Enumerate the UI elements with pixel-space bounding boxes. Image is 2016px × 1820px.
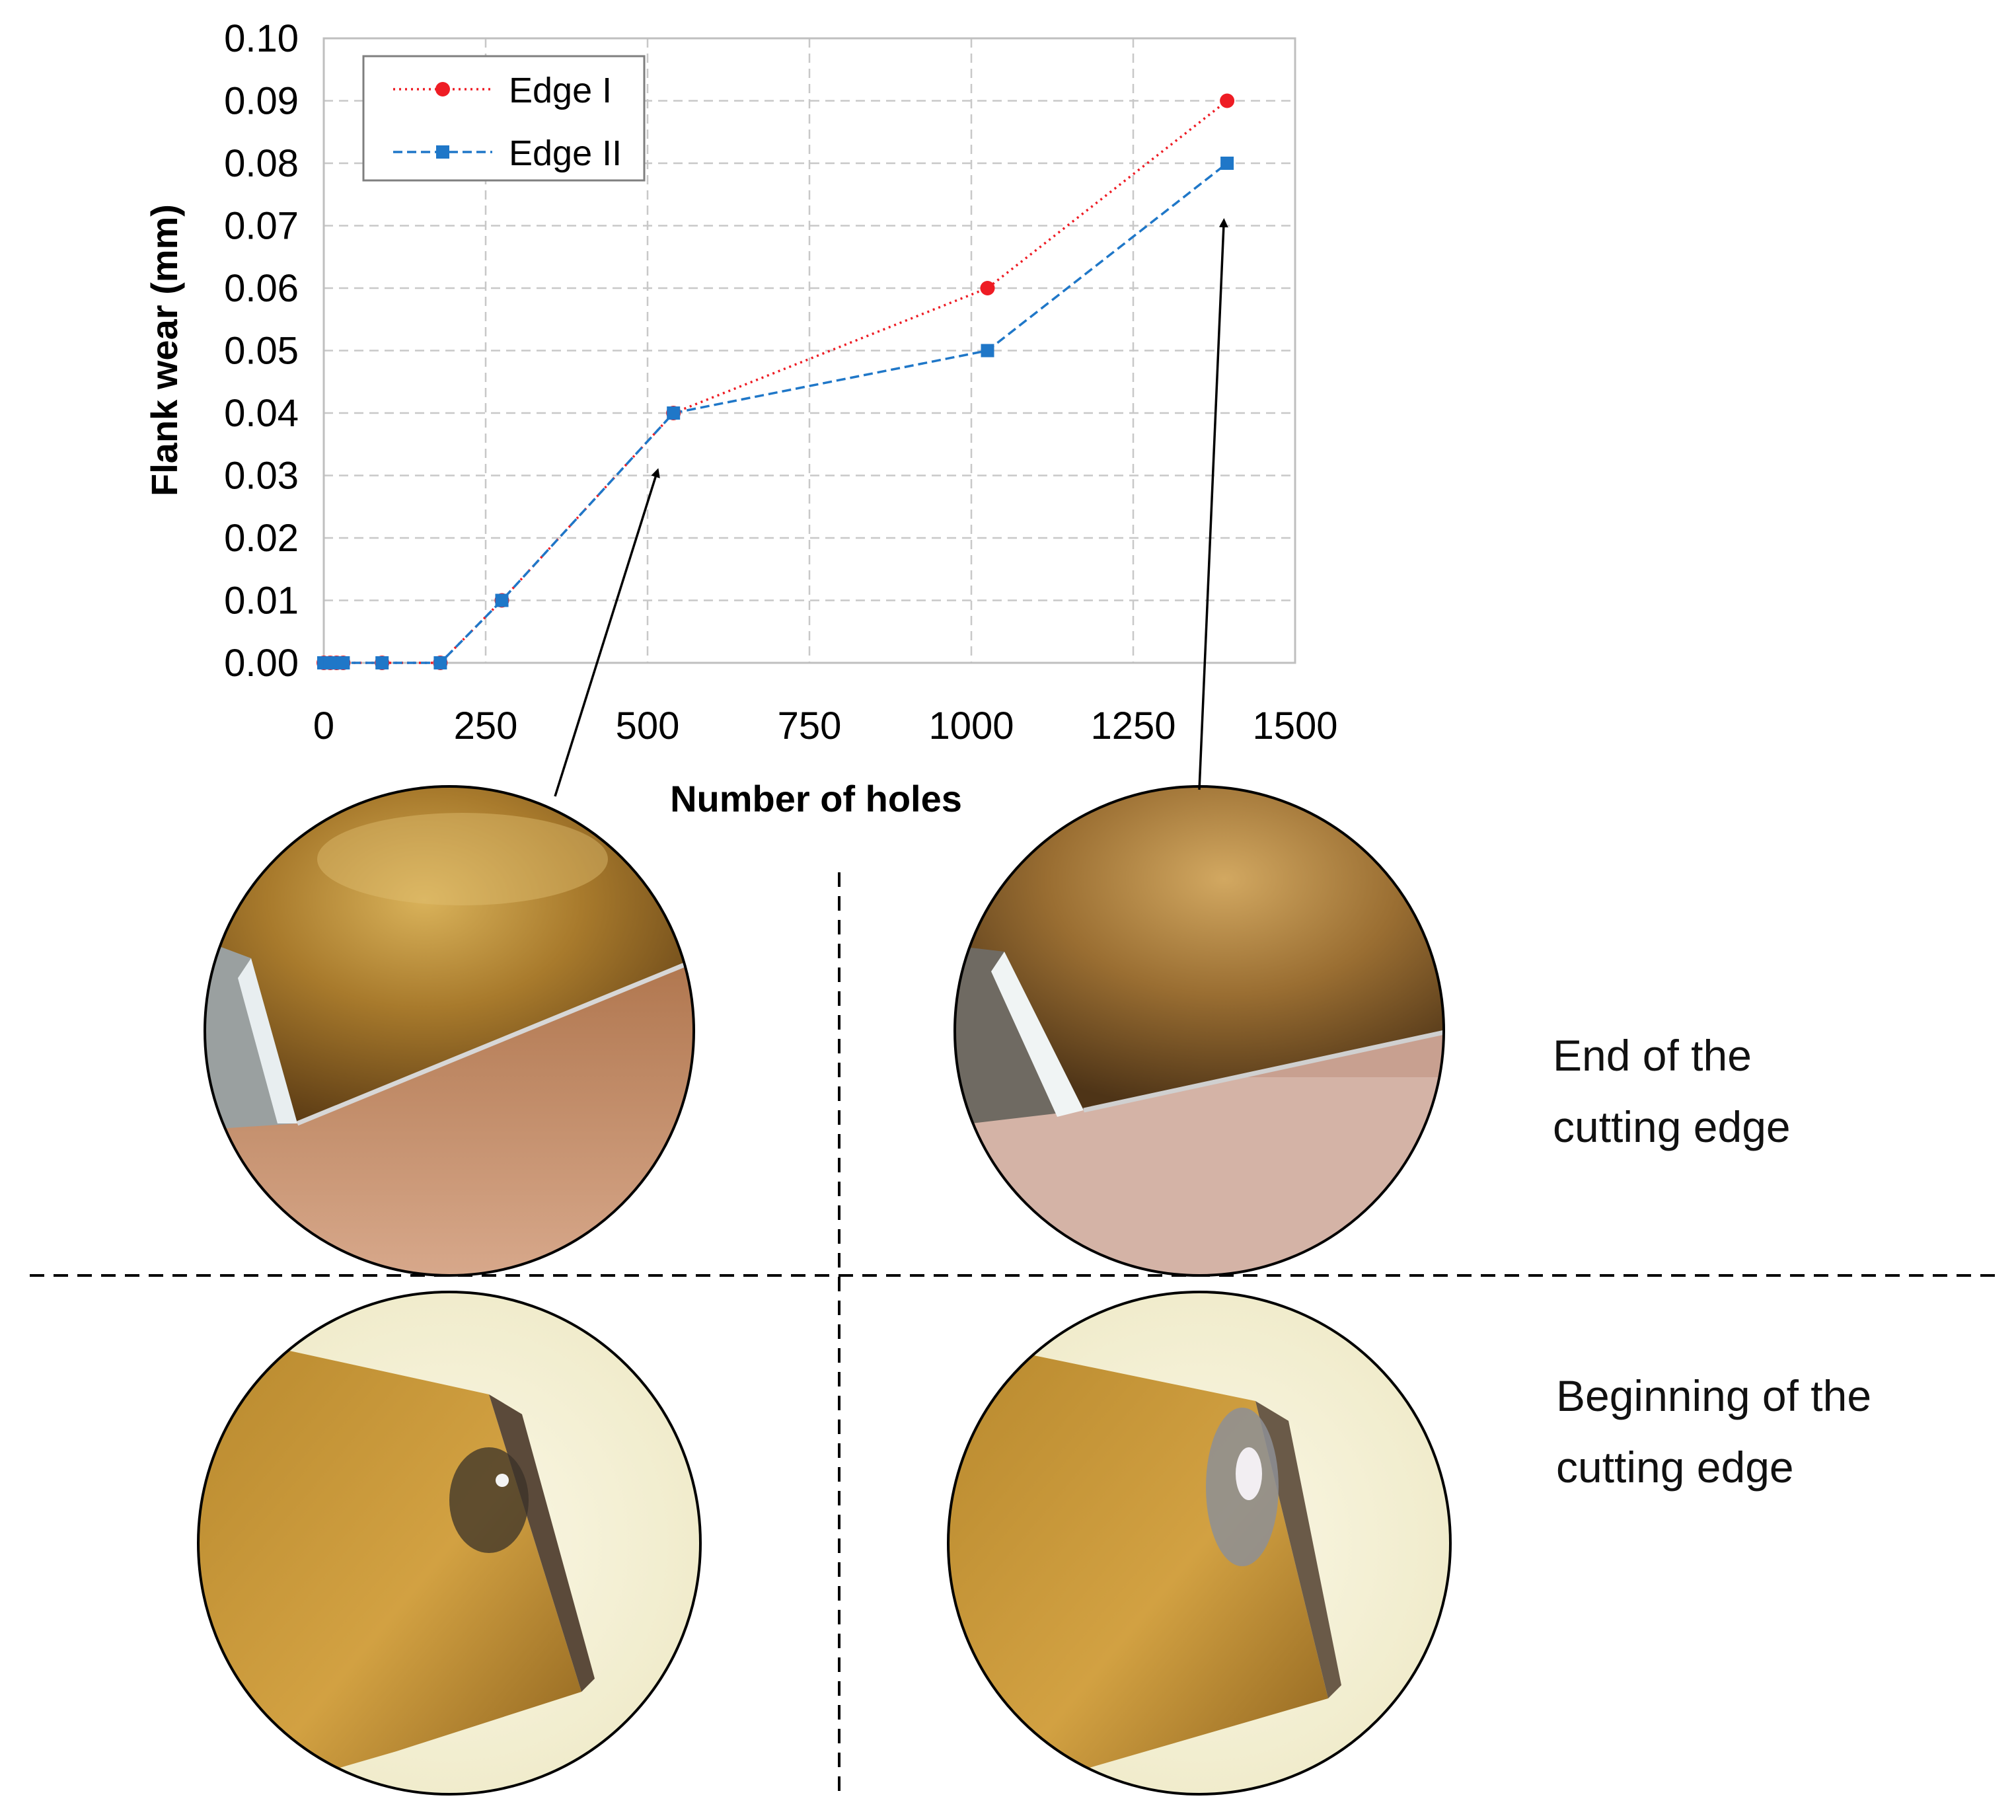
x-tick-label: 750 [778,704,842,747]
data-point-edge-ii [375,656,389,669]
series-line-edge-ii [324,162,1228,664]
data-point-edge-ii [1220,157,1234,170]
data-point-edge-ii [433,656,447,669]
y-tick-label: 0.06 [224,267,299,310]
x-tick-label: 1250 [1090,704,1176,747]
y-tick-label: 0.04 [224,392,299,435]
data-point-edge-ii [667,406,681,420]
legend-label-edge-ii: Edge II [509,133,622,173]
x-tick-labels: 0 250 500 750 1000 1250 1500 [313,704,1338,747]
legend: Edge I Edge II [362,55,646,182]
chart-series [317,93,1235,670]
caption-beginning-line1: Beginning of the [1556,1371,1871,1420]
legend-box [362,55,646,182]
data-point-edge-ii [495,593,509,607]
y-tick-label: 0.00 [224,642,299,685]
caption-beginning-line2: cutting edge [1556,1443,1794,1492]
y-tick-label: 0.03 [224,455,299,498]
micrograph-end-edge-540 [204,785,695,1277]
x-tick-label: 500 [616,704,680,747]
y-tick-label: 0.08 [224,142,299,185]
y-tick-label: 0.01 [224,580,299,623]
data-point-edge-i [980,281,995,295]
annotation-arrows [554,218,1228,797]
legend-marker-edge-ii [436,145,449,159]
legend-label-edge-i: Edge I [509,71,612,110]
data-point-edge-ii [981,344,994,358]
caption-end-line1: End of the [1553,1031,1752,1080]
data-point-edge-i [1220,93,1235,108]
plot-frame [322,37,1296,664]
y-tick-label: 0.10 [224,17,299,60]
chart-grid [322,37,1296,664]
series-line-edge-i [324,100,1228,664]
x-tick-label: 1500 [1252,704,1337,747]
y-tick-label: 0.05 [224,330,299,373]
data-point-edge-ii [336,656,350,669]
annotation-arrow [1198,218,1228,790]
y-tick-label: 0.09 [224,80,299,123]
wear-chart: 0.00 0.01 0.02 0.03 0.04 0.05 0.06 0.07 0.08 0.09… [143,17,1338,819]
micrograph-beginning-edge-540 [197,1291,702,1796]
x-axis-title: Number of holes [670,778,962,819]
y-axis-title: Flank wear (mm) [143,204,185,496]
x-tick-label: 1000 [928,704,1014,747]
micrograph-beginning-edge-1395 [947,1291,1452,1796]
x-tick-label: 0 [313,704,334,747]
y-tick-label: 0.07 [224,205,299,248]
caption-end-line2: cutting edge [1553,1102,1791,1151]
x-tick-label: 250 [454,704,518,747]
legend-marker-edge-i [435,82,450,96]
micrograph-end-edge-1395 [953,785,1445,1277]
y-tick-labels: 0.00 0.01 0.02 0.03 0.04 0.05 0.06 0.07 0.08 0.09… [224,17,299,685]
y-tick-label: 0.02 [224,517,299,560]
annotation-arrow [554,468,660,797]
